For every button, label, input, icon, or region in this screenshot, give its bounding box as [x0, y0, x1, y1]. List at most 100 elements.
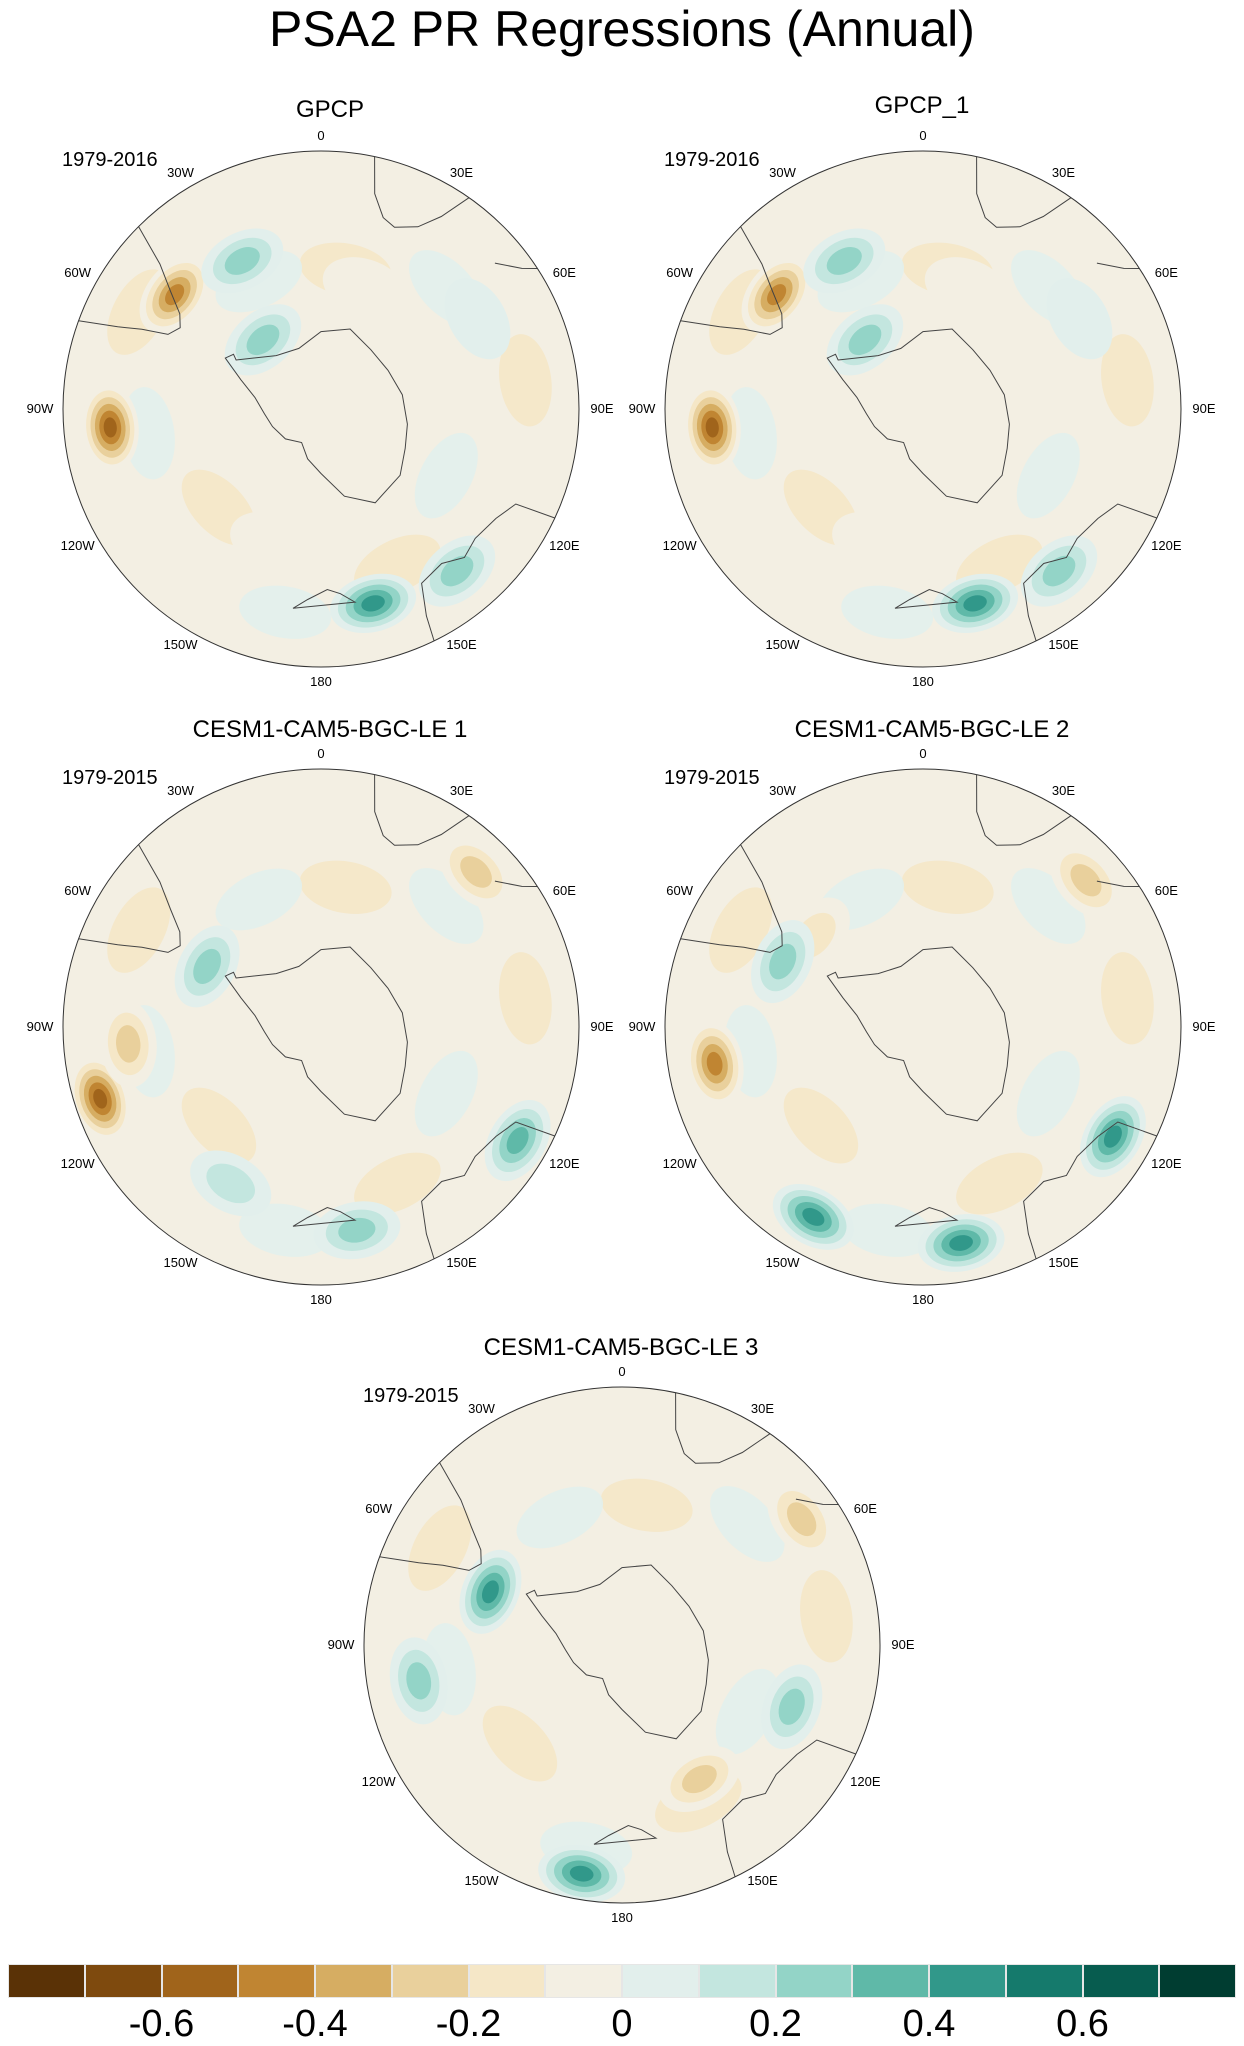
- figure-title: PSA2 PR Regressions (Annual): [269, 1, 975, 57]
- anomaly-contour: [206, 1163, 256, 1204]
- longitude-label: 60W: [666, 882, 694, 898]
- longitude-label: 180: [310, 674, 332, 689]
- colorbar-tick-label: -0.2: [435, 2003, 502, 2045]
- coastline: [894, 1206, 959, 1227]
- longitude-label: 180: [912, 674, 934, 689]
- longitude-label: 120W: [361, 1773, 396, 1789]
- coastline: [224, 328, 408, 504]
- anomaly-contour: [460, 856, 492, 888]
- anomaly-contour: [769, 943, 797, 980]
- polar-map: [62, 150, 580, 668]
- longitude-label: 150W: [163, 1255, 198, 1271]
- map-border: [62, 768, 580, 1286]
- anomaly-contour: [778, 1688, 805, 1725]
- longitude-label: 120E: [1151, 1155, 1182, 1171]
- texture-blob: [1101, 334, 1154, 427]
- anomaly-contour: [440, 555, 474, 587]
- map-panel-gpcp: GPCP 1979-2016 0 30E 60E 90E 120E 150E 180 150W…: [20, 92, 620, 689]
- longitude-label: 150W: [163, 637, 198, 653]
- map-panel-cesm-3: CESM1-CAM5-BGC-LE 3 1979-2015 0 30E 60E 90E…: [321, 1328, 921, 1925]
- colorbar-swatch: [161, 1964, 239, 1998]
- coastline: [976, 156, 1072, 228]
- coastline: [1096, 262, 1140, 269]
- longitude-label: 120W: [60, 1155, 95, 1171]
- panel-period: 1979-2015: [62, 767, 158, 789]
- longitude-label: 90W: [26, 401, 54, 416]
- colorbar-swatch: [545, 1964, 622, 1998]
- anomaly-contour: [924, 257, 1010, 319]
- longitude-label: 30E: [449, 164, 474, 180]
- texture-blob: [600, 1478, 693, 1532]
- coastline: [593, 1824, 658, 1845]
- longitude-label: 180: [912, 1292, 934, 1307]
- longitude-label: 0: [317, 746, 325, 761]
- anomaly-contour: [963, 595, 987, 612]
- colorbar-swatch: [775, 1964, 853, 1998]
- anomaly-contour: [361, 595, 385, 612]
- anomaly-contour: [506, 1127, 529, 1155]
- longitude-label: 150E: [1048, 1255, 1079, 1271]
- panel-title: GPCP_1: [874, 92, 970, 119]
- longitude-label: 150E: [747, 1873, 778, 1889]
- longitude-label: 150E: [446, 637, 477, 653]
- anomaly-contour: [444, 278, 511, 360]
- texture-blob: [800, 1570, 853, 1663]
- colorbar-swatch: [8, 1964, 85, 1998]
- anomaly-contour: [246, 324, 280, 356]
- texture-blob: [710, 1486, 785, 1562]
- texture-blob: [107, 887, 171, 973]
- texture-blob: [956, 1152, 1043, 1215]
- longitude-label: 60W: [365, 1500, 393, 1516]
- map-border: [363, 1386, 881, 1904]
- colorbar: [8, 1964, 1236, 1998]
- coastline: [525, 1564, 709, 1740]
- texture-blob: [181, 1087, 257, 1164]
- colorbar-swatch: [391, 1964, 469, 1998]
- longitude-label: 60E: [853, 1500, 877, 1516]
- panel-period: 1979-2016: [664, 149, 760, 171]
- texture-blob: [299, 860, 392, 914]
- colorbar-swatch: [468, 1964, 546, 1998]
- anomaly-contour: [1070, 864, 1102, 897]
- panel-title: CESM1-CAM5-BGC-LE 2: [794, 716, 1070, 743]
- longitude-label: 60E: [552, 882, 576, 898]
- anomaly-contour: [705, 417, 719, 438]
- texture-blob: [1011, 868, 1086, 944]
- longitude-label: 0: [919, 128, 927, 143]
- longitude-label: 60W: [64, 264, 92, 280]
- texture-blob: [516, 1486, 604, 1549]
- longitude-label: 90W: [628, 1019, 656, 1034]
- longitude-label: 180: [310, 1292, 332, 1307]
- longitude-label: 60E: [552, 264, 576, 280]
- map-panel-cesm-1: CESM1-CAM5-BGC-LE 1 1979-2015 0 30E 60E 90E…: [20, 710, 620, 1307]
- anomaly-contour: [1103, 1125, 1122, 1148]
- texture-blob: [414, 1050, 478, 1137]
- map-border: [62, 150, 580, 668]
- longitude-label: 120W: [662, 537, 697, 553]
- colorbar-swatch: [84, 1964, 162, 1998]
- panel-period: 1979-2015: [363, 1385, 459, 1407]
- longitude-label: 60W: [64, 882, 92, 898]
- anomaly-contour: [826, 247, 862, 275]
- map-border: [664, 768, 1182, 1286]
- colorbar-tick-label: -0.6: [128, 2003, 195, 2045]
- longitude-label: 90E: [590, 1019, 614, 1034]
- anomaly-contour: [93, 1088, 108, 1109]
- texture-blob: [901, 860, 994, 914]
- texture-blob: [482, 1705, 558, 1782]
- anomaly-contour: [406, 1662, 432, 1700]
- longitude-label: 60E: [1154, 264, 1178, 280]
- texture-blob: [499, 334, 552, 427]
- coastline: [494, 880, 538, 887]
- longitude-label: 90E: [891, 1637, 915, 1652]
- longitude-label: 150W: [765, 637, 800, 653]
- longitude-label: 90W: [26, 1019, 54, 1034]
- colorbar-swatch: [1005, 1964, 1083, 1998]
- polar-map: [664, 768, 1182, 1286]
- polar-map: [664, 150, 1182, 668]
- longitude-label: 0: [618, 1364, 626, 1379]
- coastline: [795, 1498, 839, 1505]
- longitude-label: 150W: [765, 1255, 800, 1271]
- coastline: [1023, 503, 1157, 642]
- coastline: [421, 1121, 555, 1260]
